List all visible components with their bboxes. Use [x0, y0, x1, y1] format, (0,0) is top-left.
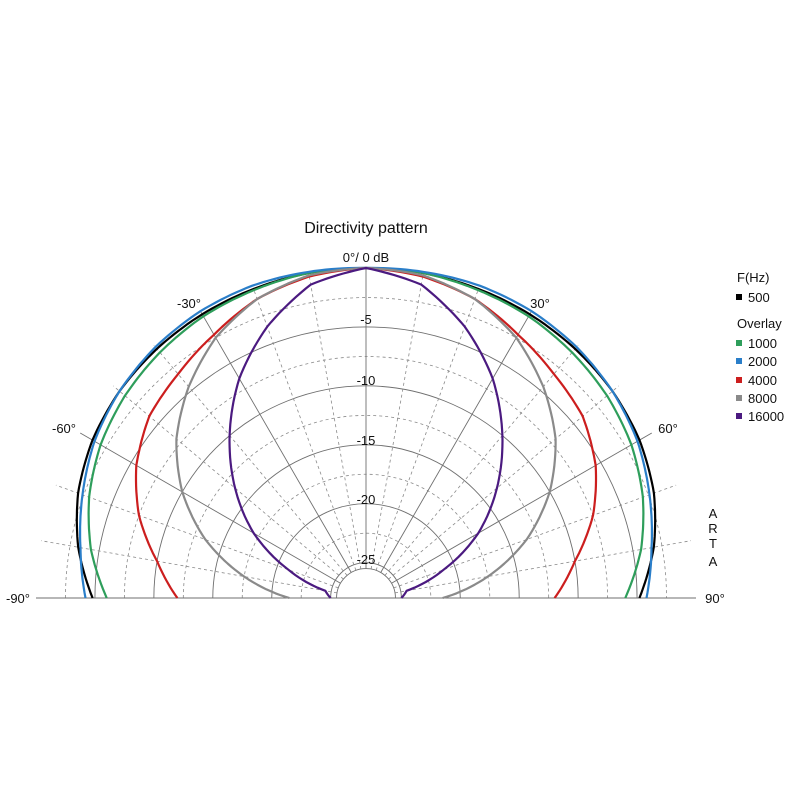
legend-entry-500: 500 [748, 290, 770, 305]
radial-tick-label: -20 [357, 492, 376, 507]
legend: F(Hz) Overlay 500 1000 2000 4000 8000 16000 [736, 270, 784, 424]
grid-spoke-minor [153, 344, 348, 576]
legend-swatch-1000 [736, 340, 742, 346]
chart-title: Directivity pattern [304, 220, 428, 237]
grid-spoke-minor [388, 385, 620, 580]
angle-label-minus30: -30° [177, 296, 201, 311]
grid-spoke-minor [394, 540, 692, 594]
radial-tick-label: -10 [357, 373, 376, 388]
grid-spoke-minor [384, 344, 579, 576]
polar-grid [36, 268, 696, 599]
grid-spoke-minor [375, 287, 480, 571]
top-label: 0°/ 0 dB [343, 250, 389, 265]
watermark: A R T A [708, 506, 717, 569]
legend-swatch-2000 [736, 358, 742, 364]
series-line-16000 [228, 266, 504, 599]
angle-label-60: 60° [658, 421, 678, 436]
legend-swatch-4000 [736, 377, 742, 383]
legend-entry-2000: 2000 [748, 354, 777, 369]
watermark-letter: A [709, 554, 718, 569]
legend-entry-4000: 4000 [748, 373, 777, 388]
legend-header: F(Hz) [737, 270, 770, 285]
series-curves [75, 266, 657, 600]
angle-label-30: 30° [530, 296, 550, 311]
grid-spoke-major [391, 432, 653, 584]
legend-swatch-8000 [736, 395, 742, 401]
grid-spoke-minor [308, 272, 362, 570]
radial-tick-label: -25 [357, 552, 376, 567]
watermark-letter: A [709, 506, 718, 521]
watermark-letter: T [709, 536, 717, 551]
legend-swatch-16000 [736, 413, 742, 419]
grid-spoke-minor [40, 540, 338, 594]
axis-labels: 0°/ 0 dB -30° 30° -60° 60° -90° 90° -5 -… [6, 250, 725, 606]
legend-entry-8000: 8000 [748, 391, 777, 406]
center-cap [336, 568, 396, 599]
legend-entry-16000: 16000 [748, 409, 784, 424]
grid-spoke-major [79, 432, 341, 584]
legend-entry-1000: 1000 [748, 336, 777, 351]
grid-spoke-minor [252, 287, 357, 571]
radial-tick-label: -15 [357, 433, 376, 448]
legend-swatch-500 [736, 294, 742, 300]
legend-overlay-label: Overlay [737, 316, 782, 331]
radial-tick-label: -5 [360, 312, 372, 327]
angle-label-90: 90° [705, 591, 725, 606]
angle-label-minus60: -60° [52, 421, 76, 436]
grid-spoke-major [380, 311, 532, 573]
grid-spoke-minor [112, 385, 344, 580]
angle-label-minus90: -90° [6, 591, 30, 606]
grid-spoke-major [200, 311, 352, 573]
watermark-letter: R [708, 521, 717, 536]
grid-spoke-minor [370, 272, 424, 570]
